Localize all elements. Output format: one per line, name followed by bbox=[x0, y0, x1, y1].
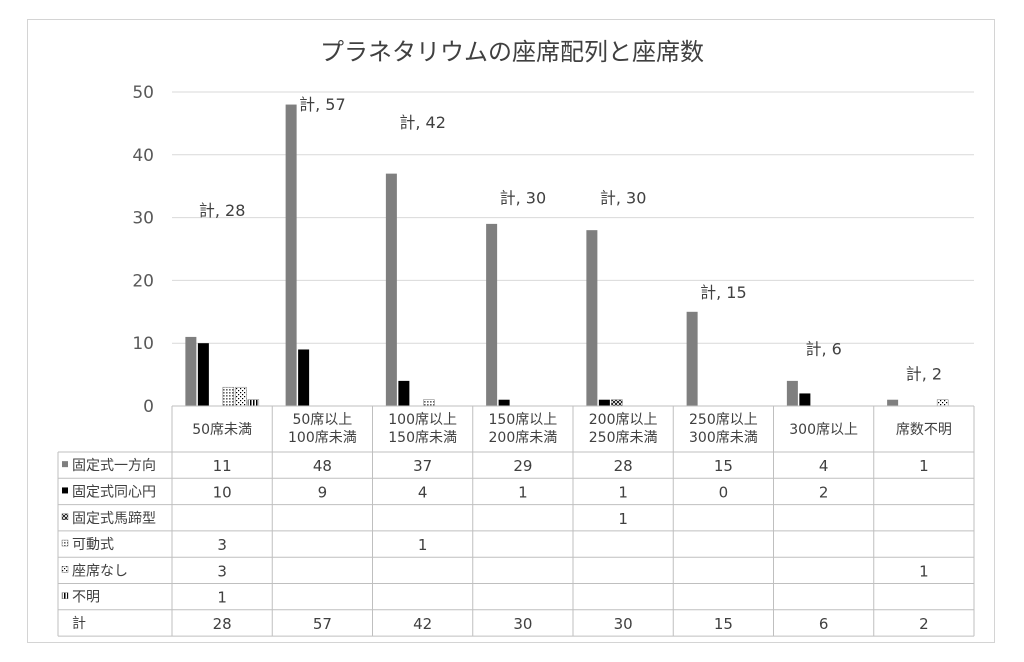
legend-label: 座席なし bbox=[72, 563, 128, 579]
bar-4-3 bbox=[423, 399, 435, 407]
total-cell: 30 bbox=[513, 615, 532, 633]
x-category-label: 250席以上 bbox=[689, 412, 758, 428]
data-table: 50席未満 50席以上 100席未満 100席以上 150席未満 150席以上 200席未満… bbox=[57, 405, 975, 637]
y-tick-label: 0 bbox=[143, 397, 154, 417]
total-data-label: 計, 57 bbox=[299, 95, 346, 114]
table-cell: 4 bbox=[819, 457, 829, 475]
legend-key bbox=[61, 513, 69, 520]
legend-key bbox=[61, 592, 69, 599]
chart-title: プラネタリウムの座席配列と座席数 bbox=[320, 38, 704, 66]
x-category-label: 50席未満 bbox=[192, 422, 252, 438]
total-cell: 28 bbox=[213, 615, 232, 633]
grid bbox=[172, 91, 974, 344]
table-cell: 1 bbox=[618, 510, 628, 528]
x-category-label: 50席以上 bbox=[292, 412, 352, 428]
x-category-label: 300席未満 bbox=[689, 430, 758, 446]
x-category-label: 250席未満 bbox=[589, 430, 658, 446]
total-data-label: 計, 6 bbox=[805, 339, 841, 358]
legend-key bbox=[61, 539, 69, 547]
bar-2-4 bbox=[498, 399, 510, 406]
bar-1-3 bbox=[385, 173, 397, 406]
table-cell: 1 bbox=[418, 536, 428, 554]
table-cell: 0 bbox=[719, 483, 729, 501]
total-cell: 2 bbox=[919, 615, 929, 633]
total-data-label: 計, 15 bbox=[700, 283, 747, 302]
bar-2-3 bbox=[398, 380, 410, 406]
chart-frame: プラネタリウムの座席配列と座席数 0 10 20 30 40 50 計, 28 計, 57 計… bbox=[27, 19, 995, 643]
total-cell: 42 bbox=[413, 615, 432, 633]
legend-key bbox=[62, 461, 68, 468]
bar-1-8 bbox=[887, 399, 899, 406]
y-tick-label: 50 bbox=[132, 83, 154, 103]
table-cell: 4 bbox=[418, 483, 428, 501]
bar-2-5 bbox=[598, 399, 610, 406]
total-data-label: 計, 30 bbox=[600, 189, 647, 208]
bar-1-2 bbox=[285, 104, 297, 406]
total-data-label: 計, 2 bbox=[906, 364, 942, 383]
total-labels: 計, 28 計, 57 計, 42 計, 30 計, 30 計, 15 計, 6 計, 2 bbox=[199, 95, 942, 383]
x-category-label: 100席以上 bbox=[388, 412, 457, 428]
x-category-label: 150席以上 bbox=[489, 412, 558, 428]
table-cell: 1 bbox=[217, 589, 227, 607]
table-cell: 48 bbox=[313, 457, 332, 475]
bar-2-7 bbox=[799, 393, 811, 406]
y-tick-label: 40 bbox=[132, 146, 154, 166]
x-category-label: 200席以上 bbox=[589, 412, 658, 428]
table-cell: 15 bbox=[714, 457, 733, 475]
bar-3-5 bbox=[611, 399, 623, 407]
total-data-label: 計, 30 bbox=[500, 189, 547, 208]
table-cell: 1 bbox=[618, 483, 628, 501]
table-cell: 29 bbox=[513, 457, 532, 475]
table-cell: 1 bbox=[919, 562, 929, 580]
legend-key bbox=[61, 566, 69, 573]
table-cell: 1 bbox=[919, 457, 929, 475]
total-data-label: 計, 42 bbox=[399, 113, 446, 132]
table-cell: 28 bbox=[614, 457, 633, 475]
x-category-label: 300席以上 bbox=[789, 422, 858, 438]
total-cell: 6 bbox=[819, 615, 829, 633]
legend-label: 固定式一方向 bbox=[72, 458, 156, 474]
bar-1-5 bbox=[586, 230, 598, 406]
bar-5-8 bbox=[936, 399, 949, 407]
table-cell: 10 bbox=[213, 483, 232, 501]
total-cell: 57 bbox=[313, 615, 332, 633]
y-tick-label: 20 bbox=[132, 271, 154, 291]
bar-2-1 bbox=[197, 343, 209, 406]
bar-4-1 bbox=[222, 386, 235, 407]
legend-key bbox=[62, 487, 68, 494]
x-category-label: 200席未満 bbox=[489, 430, 558, 446]
y-axis: 0 10 20 30 40 50 bbox=[132, 83, 154, 417]
bar-5-1 bbox=[235, 386, 247, 407]
x-category-label: 100席未満 bbox=[288, 430, 357, 446]
total-cell: 15 bbox=[714, 615, 733, 633]
bar-1-7 bbox=[786, 380, 798, 406]
total-data-label: 計, 28 bbox=[199, 201, 246, 220]
y-tick-label: 30 bbox=[132, 209, 154, 229]
bar-6-1 bbox=[247, 399, 260, 407]
bar-2-2 bbox=[298, 349, 310, 406]
x-category-label: 150席未満 bbox=[388, 430, 457, 446]
table-cell: 3 bbox=[217, 536, 227, 554]
total-row-label: 計 bbox=[72, 616, 86, 632]
bar-1-1 bbox=[185, 336, 197, 406]
legend-label: 不明 bbox=[72, 590, 100, 606]
table-cell: 1 bbox=[518, 483, 528, 501]
table-cell: 3 bbox=[217, 562, 227, 580]
table-cell: 2 bbox=[819, 483, 829, 501]
legend-label: 可動式 bbox=[72, 537, 114, 553]
y-tick-label: 10 bbox=[132, 334, 154, 354]
x-category-label: 席数不明 bbox=[896, 422, 952, 438]
table-cell: 37 bbox=[413, 457, 432, 475]
bar-1-4 bbox=[486, 223, 498, 406]
bars bbox=[185, 104, 949, 407]
legend-label: 固定式同心円 bbox=[72, 484, 156, 500]
bar-1-6 bbox=[686, 311, 698, 406]
total-cell: 30 bbox=[614, 615, 633, 633]
table-cell: 9 bbox=[318, 483, 328, 501]
table-cell: 11 bbox=[213, 457, 232, 475]
legend-label: 固定式馬蹄型 bbox=[72, 510, 156, 527]
